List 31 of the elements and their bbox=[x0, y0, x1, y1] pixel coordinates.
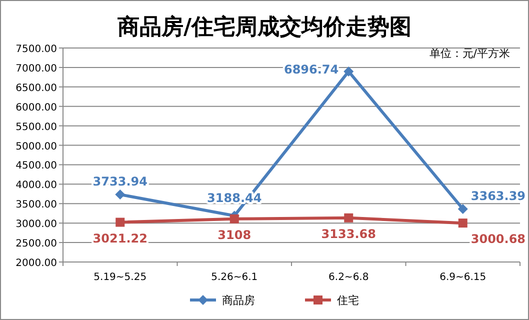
legend-label: 住宅 bbox=[337, 294, 359, 307]
data-label: 3021.22 bbox=[92, 231, 148, 246]
point bbox=[458, 218, 468, 228]
y-tick-label: 2000.00 bbox=[16, 258, 57, 269]
point bbox=[344, 213, 354, 222]
y-tick-label: 4000.00 bbox=[16, 180, 57, 192]
point bbox=[115, 190, 126, 200]
data-label: 3363.39 bbox=[470, 188, 526, 203]
data-label: 3108 bbox=[218, 228, 252, 242]
x-tick-label: 5.26~6.1 bbox=[211, 272, 258, 283]
chart-title: 商品房/住宅周成交均价走势图 bbox=[116, 14, 412, 40]
legend-label: 商品房 bbox=[222, 294, 255, 307]
y-tick-label: 3000.00 bbox=[16, 219, 57, 230]
y-tick-label: 2500.00 bbox=[16, 238, 57, 250]
point bbox=[116, 218, 125, 227]
y-tick-label: 5000.00 bbox=[16, 141, 57, 152]
y-tick-label: 6500.00 bbox=[16, 82, 57, 94]
y-tick-label: 7500.00 bbox=[16, 44, 57, 55]
data-label: 3133.68 bbox=[321, 226, 376, 241]
x-tick-label: 6.2~6.8 bbox=[328, 272, 369, 283]
x-tick-label: 5.19~5.25 bbox=[94, 272, 147, 283]
y-tick-label: 6000.00 bbox=[16, 102, 57, 114]
y-tick-label: 3500.00 bbox=[16, 200, 57, 211]
y-tick-label: 4500.00 bbox=[16, 160, 57, 172]
point bbox=[458, 204, 468, 214]
point bbox=[344, 66, 354, 76]
x-tick-label: 6.9~6.15 bbox=[440, 272, 486, 283]
point bbox=[230, 214, 239, 224]
annotation: 单位：元/平方米 bbox=[429, 47, 510, 60]
y-tick-label: 5500.00 bbox=[16, 122, 57, 133]
y-tick-label: 7000.00 bbox=[16, 63, 57, 74]
